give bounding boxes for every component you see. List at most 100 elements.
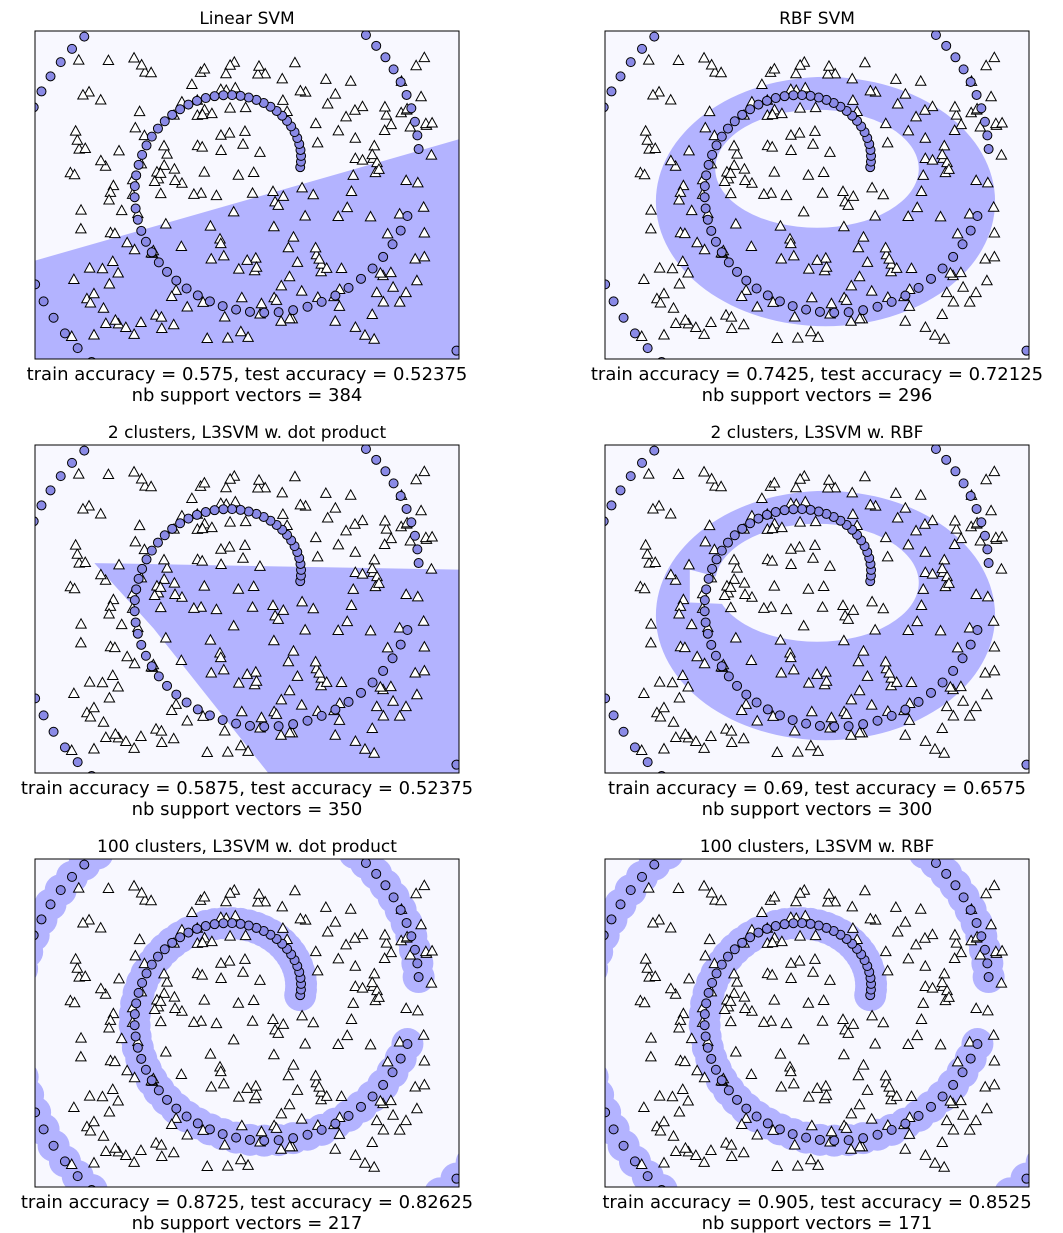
circle-marker <box>594 1090 603 1099</box>
triangle-marker <box>332 210 345 222</box>
triangle-marker <box>669 159 682 171</box>
triangle-marker <box>221 1159 234 1171</box>
plot-frame <box>34 30 460 360</box>
triangle-marker <box>915 185 928 196</box>
triangle-marker <box>861 1083 874 1095</box>
circle-marker <box>402 625 413 636</box>
triangle-marker <box>400 588 413 600</box>
circle-marker <box>330 1118 341 1129</box>
triangle-marker <box>72 881 85 893</box>
circle-marker <box>805 918 816 929</box>
triangle-marker <box>97 1129 110 1141</box>
circle-marker <box>743 409 752 418</box>
triangle-marker <box>175 1068 188 1080</box>
triangle-marker <box>329 1142 342 1154</box>
circle-marker <box>732 680 743 691</box>
triangle-marker <box>426 944 439 956</box>
triangle-marker <box>857 230 870 242</box>
triangle-marker <box>915 599 928 610</box>
circle-marker <box>137 822 146 831</box>
triangle-marker <box>657 742 671 754</box>
triangle-marker <box>215 144 228 155</box>
triangle-marker <box>165 290 178 302</box>
triangle-marker <box>349 959 362 971</box>
triangle-marker <box>755 78 768 90</box>
circle-marker <box>970 386 979 395</box>
circle-marker <box>35 930 39 941</box>
triangle-marker <box>319 900 332 912</box>
triangle-marker <box>227 205 240 217</box>
circle-marker <box>67 871 78 882</box>
circle-marker <box>814 306 825 317</box>
triangle-marker <box>168 162 181 174</box>
triangle-marker <box>321 925 334 937</box>
circle-marker <box>761 923 772 934</box>
triangle-marker <box>387 280 400 292</box>
triangle-marker <box>249 665 262 677</box>
triangle-marker <box>727 139 741 151</box>
triangle-marker <box>666 262 679 274</box>
triangle-marker <box>158 986 171 998</box>
circle-marker <box>608 1124 619 1135</box>
triangle-marker <box>99 317 112 329</box>
circle-marker <box>402 211 413 222</box>
triangle-marker <box>129 949 142 961</box>
triangle-marker <box>283 726 296 738</box>
triangle-marker <box>676 1083 689 1095</box>
triangle-marker <box>135 886 148 898</box>
triangle-marker <box>666 676 679 688</box>
circle-marker <box>227 918 238 929</box>
triangle-marker <box>957 1108 970 1120</box>
triangle-marker <box>911 615 924 627</box>
circle-marker <box>843 1135 854 1146</box>
triangle-marker <box>283 270 296 282</box>
circle-marker <box>218 90 229 101</box>
triangle-marker <box>950 936 963 948</box>
triangle-marker <box>715 480 728 492</box>
triangle-marker <box>201 746 214 757</box>
decision-region-patch <box>470 1129 502 1161</box>
circle-marker <box>129 181 140 192</box>
triangle-marker <box>988 640 1001 652</box>
triangle-marker <box>368 1160 381 1172</box>
circle-marker <box>703 573 714 584</box>
triangle-marker <box>71 133 84 145</box>
triangle-marker <box>766 936 779 948</box>
triangle-marker <box>926 100 939 112</box>
triangle-marker <box>745 654 758 666</box>
circle-marker <box>146 247 157 258</box>
triangle-marker <box>251 481 264 493</box>
triangle-marker <box>794 101 807 113</box>
triangle-marker <box>349 131 362 143</box>
circle-marker <box>925 1101 936 1112</box>
circle-marker <box>779 919 790 930</box>
circle-marker <box>316 296 327 307</box>
triangle-marker <box>944 680 957 692</box>
triangle-marker <box>928 328 942 340</box>
circle-marker <box>35 516 39 527</box>
subplot-caption: nb support vectors = 300 <box>702 799 933 820</box>
triangle-marker <box>788 310 801 322</box>
triangle-marker <box>641 961 654 973</box>
triangle-marker <box>333 300 346 311</box>
triangle-marker <box>115 1032 128 1044</box>
triangle-marker <box>679 727 692 739</box>
triangle-marker <box>99 987 112 999</box>
circle-marker <box>12 622 21 631</box>
circle-marker <box>131 998 142 1009</box>
circle-marker <box>132 628 143 639</box>
triangle-marker <box>175 240 188 252</box>
triangle-marker <box>250 1088 263 1100</box>
triangle-marker <box>837 220 850 232</box>
triangle-marker <box>145 66 158 78</box>
triangle-marker <box>108 641 121 653</box>
triangle-marker <box>948 514 961 526</box>
triangle-marker <box>644 1050 657 1062</box>
triangle-marker <box>988 250 1001 262</box>
triangle-marker <box>963 295 976 307</box>
circle-marker <box>584 568 593 577</box>
circle-marker <box>979 530 990 541</box>
circle-marker <box>395 1053 406 1064</box>
triangle-marker <box>165 704 178 716</box>
triangle-marker <box>682 1094 695 1106</box>
